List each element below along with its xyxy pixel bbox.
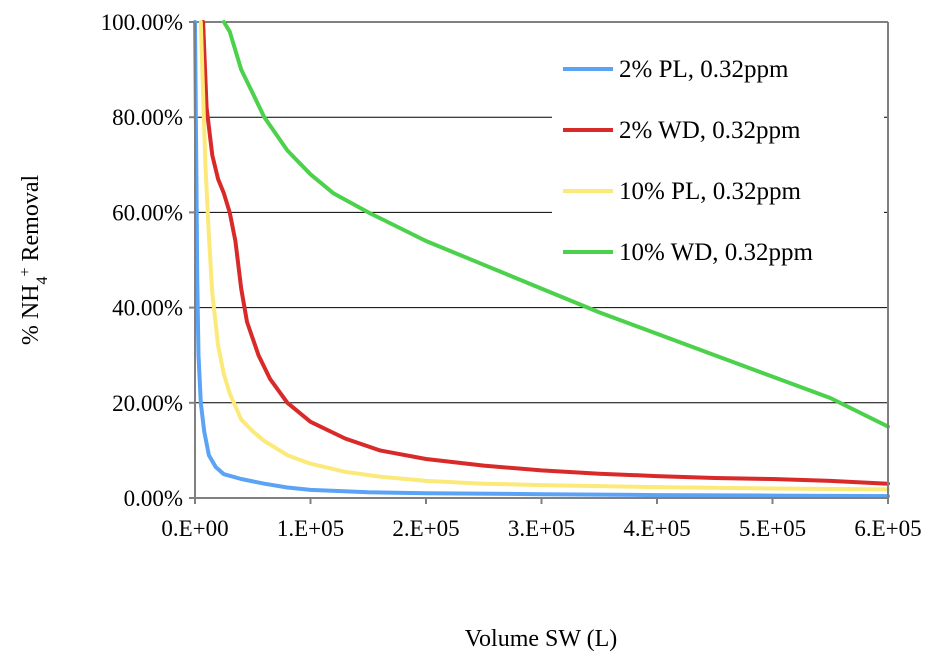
x-tick-label: 5.E+05 <box>739 516 806 541</box>
x-tick-label: 1.E+05 <box>277 516 344 541</box>
y-tick-label: 40.00% <box>112 296 183 321</box>
y-tick-label: 60.00% <box>112 200 183 225</box>
y-tick-label: 20.00% <box>112 391 183 416</box>
series-line-4 <box>221 20 890 429</box>
legend-label: 2% WD, 0.32ppm <box>619 117 801 144</box>
tick-labels: 0.E+00 1.E+05 2.E+05 3.E+05 4.E+05 5.E+05 6.E+… <box>101 10 922 541</box>
y-axis-title-suffix: Removal <box>18 175 44 268</box>
legend-label: 10% PL, 0.32ppm <box>619 178 802 205</box>
x-tick-label: 0.E+00 <box>161 516 228 541</box>
legend: 2% PL, 0.32ppm 2% WD, 0.32ppm 10% PL, 0.32… <box>563 56 814 266</box>
y-tick-label: 80.00% <box>112 105 183 130</box>
legend-label: 2% PL, 0.32ppm <box>619 56 789 83</box>
y-tick-label: 100.00% <box>101 10 183 35</box>
series-lines <box>193 20 890 499</box>
legend-label: 10% WD, 0.32ppm <box>619 239 814 266</box>
y-axis-title: % NH4+ Removal <box>17 175 51 346</box>
x-tick-label: 6.E+05 <box>854 516 921 541</box>
y-axis-title-superscript: + <box>17 267 34 276</box>
series-line-3 <box>198 20 890 492</box>
legend-background <box>552 42 884 282</box>
x-tick-label: 3.E+05 <box>508 516 575 541</box>
y-axis-title-prefix: % NH <box>18 285 44 346</box>
x-tick-label: 4.E+05 <box>623 516 690 541</box>
x-tick-label: 2.E+05 <box>392 516 459 541</box>
y-tick-label: 0.00% <box>124 486 183 511</box>
series-line-2 <box>201 20 890 486</box>
x-axis-title: Volume SW (L) <box>465 626 617 652</box>
series-line-1 <box>193 20 890 499</box>
axes <box>189 21 889 504</box>
y-axis-title-subscript: 4 <box>34 277 51 285</box>
